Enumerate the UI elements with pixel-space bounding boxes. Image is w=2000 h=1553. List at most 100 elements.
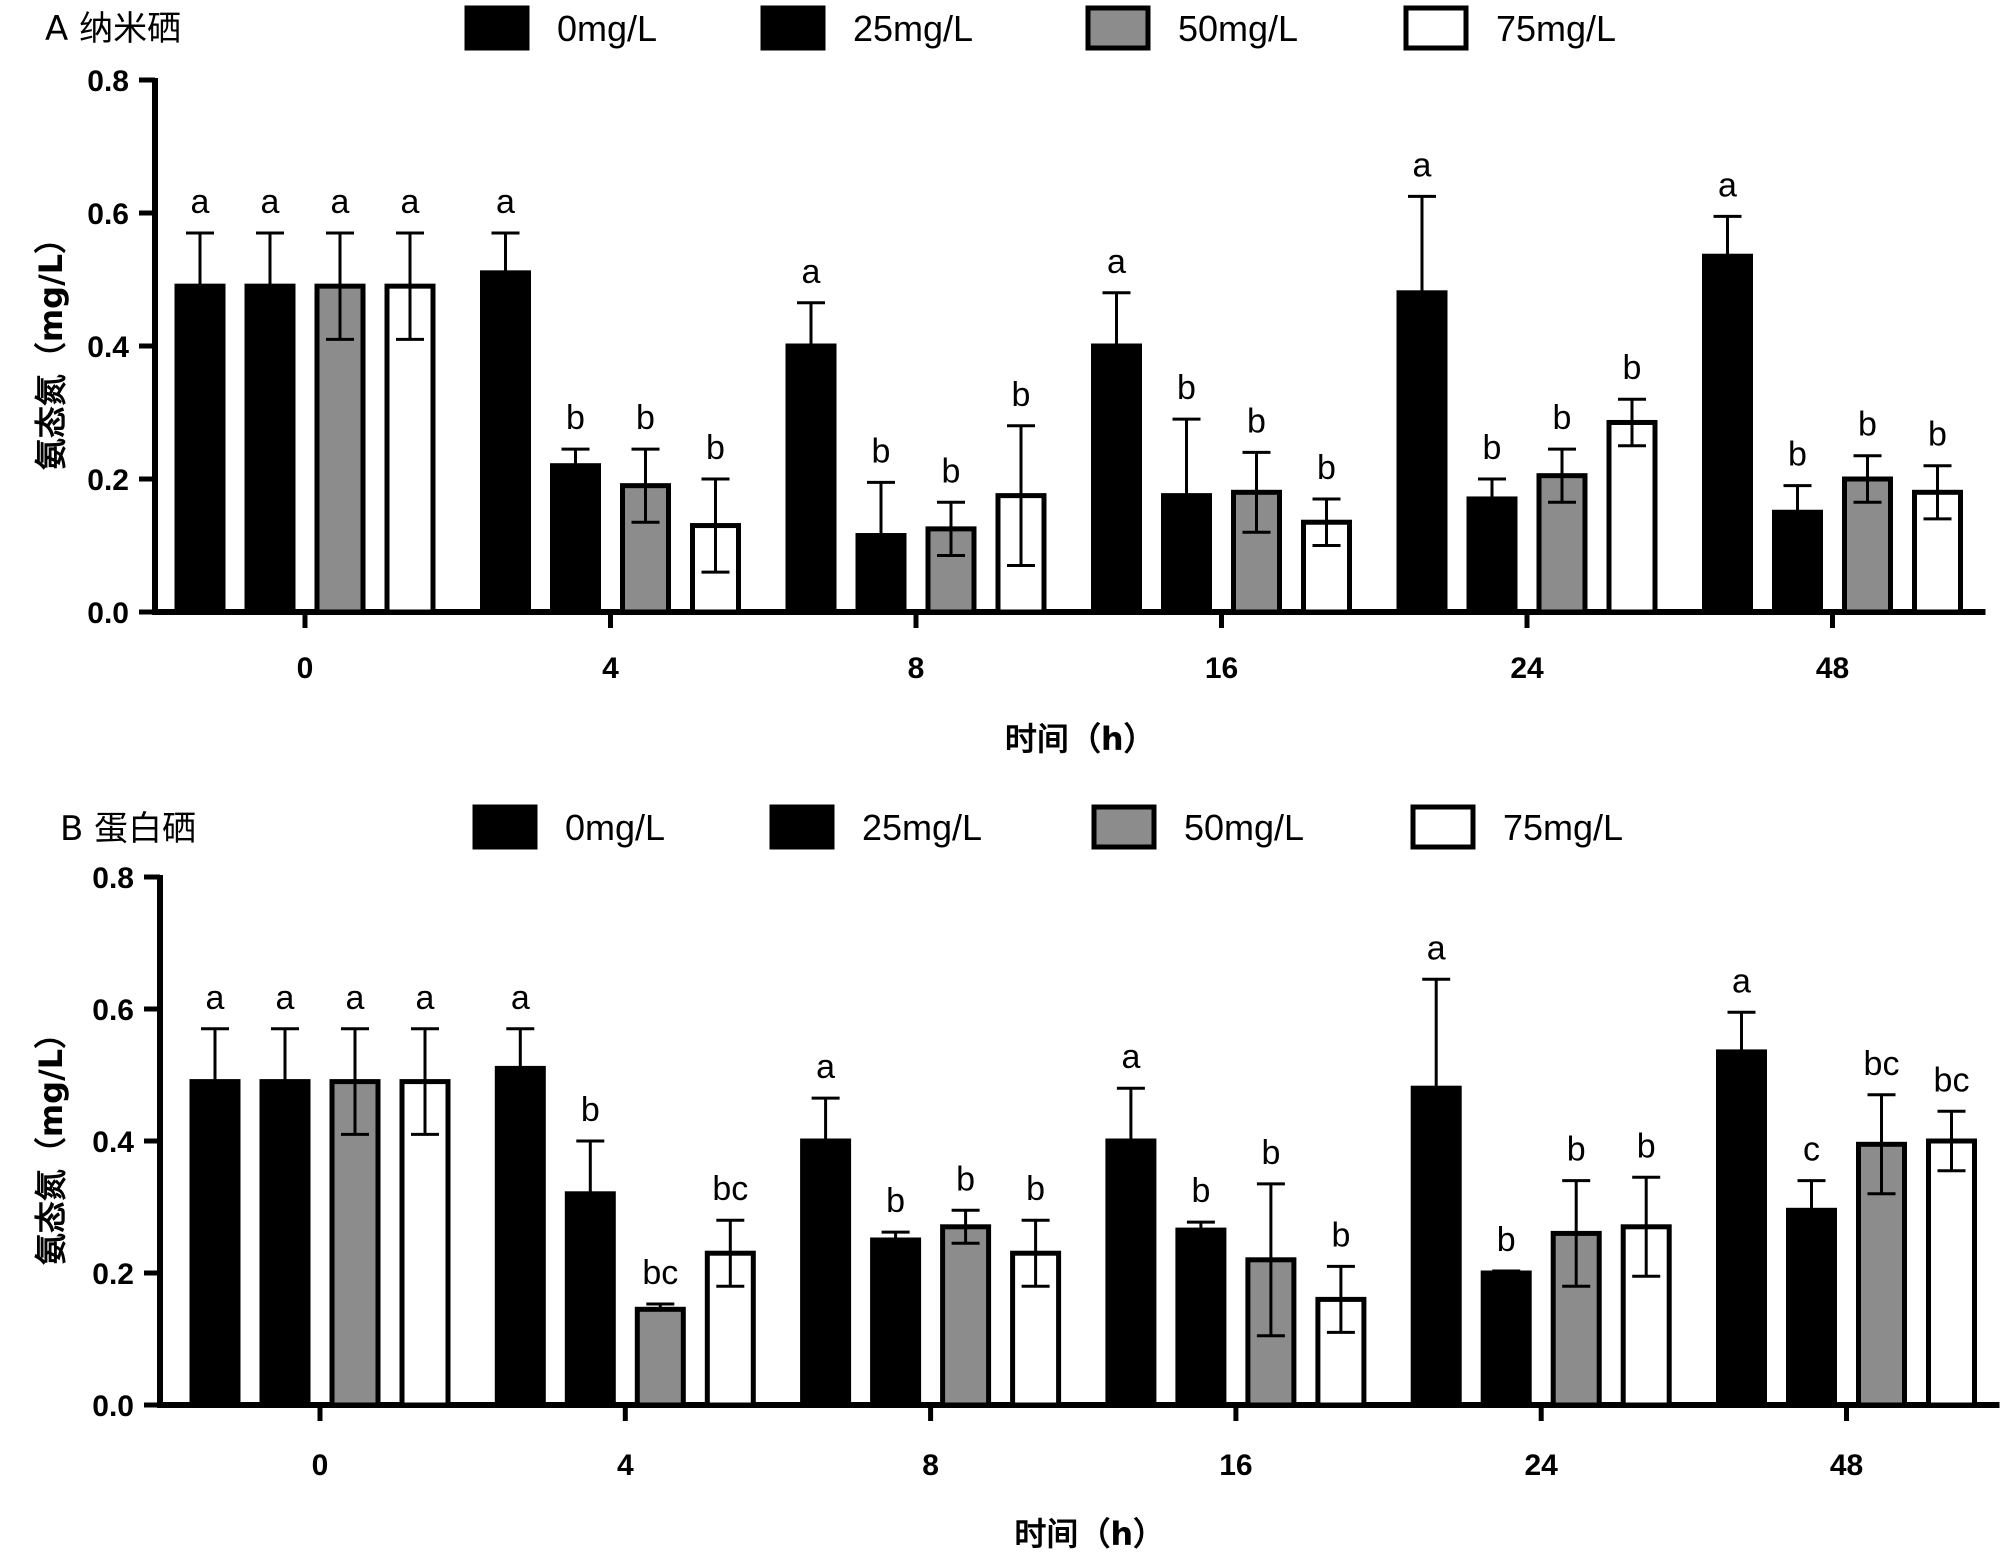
significance-letter: a: [1413, 146, 1432, 184]
significance-letter: a: [401, 183, 420, 221]
x-axis-label: 时间（h）: [1005, 720, 1156, 758]
x-tick-label: 4: [617, 1449, 634, 1482]
bar: [174, 283, 226, 615]
y-axis-label: 氨态氮（mg/L）: [32, 222, 70, 470]
bar: [800, 1138, 852, 1408]
bar: [870, 1237, 922, 1408]
significance-letter: a: [346, 979, 365, 1017]
bar: [1702, 253, 1753, 615]
significance-letter: bc: [1864, 1045, 1900, 1083]
legend-label-0: 0mg/L: [565, 807, 665, 848]
significance-letter: a: [206, 979, 225, 1017]
significance-letter: b: [1012, 376, 1031, 414]
significance-letter: b: [566, 399, 585, 437]
bar: [1786, 1207, 1837, 1408]
bar: [1772, 509, 1823, 615]
bar: [1175, 1227, 1227, 1408]
bar: [1105, 1138, 1157, 1408]
x-axis-label: 时间（h）: [1014, 1515, 1165, 1553]
y-tick-label: 0.4: [87, 331, 129, 364]
bar: [1536, 473, 1588, 615]
bar: [785, 343, 837, 615]
y-tick-label: 0.6: [92, 994, 134, 1027]
legend-swatch-3: [1410, 804, 1476, 850]
legend-label-3: 75mg/L: [1496, 8, 1616, 49]
significance-letter: b: [1788, 436, 1807, 474]
significance-letter: a: [1732, 962, 1751, 1000]
chart-panel-b: B 蛋白硒 0mg/L 25mg/L 50mg/L 75mg/L 0.0 0.2 0.4 0.6…: [32, 804, 2000, 1553]
legend-swatch-2: [1085, 5, 1151, 51]
significance-letter: a: [1121, 1038, 1140, 1076]
bar: [1480, 1270, 1532, 1408]
legend-label-2: 50mg/L: [1178, 8, 1298, 49]
bar: [259, 1079, 311, 1408]
legend-swatch-1: [769, 804, 835, 850]
significance-letter: a: [261, 183, 280, 221]
bar: [1716, 1049, 1767, 1408]
significance-letter: a: [496, 183, 515, 221]
significance-letter: bc: [642, 1254, 678, 1292]
significance-letter: a: [511, 979, 530, 1017]
significance-letter: b: [581, 1091, 600, 1129]
significance-letter: b: [872, 432, 891, 470]
legend-label-2: 50mg/L: [1184, 807, 1304, 848]
significance-letter: b: [1497, 1221, 1516, 1259]
significance-letter: b: [942, 452, 961, 490]
y-tick-label: 0.2: [92, 1258, 134, 1291]
significance-letter: b: [1331, 1216, 1350, 1254]
legend-swatch-3: [1403, 5, 1469, 51]
bar: [480, 270, 531, 615]
legend-swatch-2: [1091, 804, 1157, 850]
significance-letter: b: [1858, 406, 1877, 444]
significance-letter: b: [1317, 449, 1336, 487]
y-axis-label: 氨态氮（mg/L）: [32, 1017, 70, 1265]
legend-swatch-0: [472, 804, 538, 850]
x-tick-label: 48: [1816, 652, 1849, 685]
panel-label: B 蛋白硒: [60, 809, 196, 849]
bar: [1466, 496, 1518, 615]
significance-letter: a: [1107, 243, 1126, 281]
significance-letter: b: [1928, 416, 1947, 454]
y-tick-label: 0.2: [87, 464, 129, 497]
bar: [1926, 1138, 1977, 1408]
bar: [189, 1079, 241, 1408]
significance-letter: a: [816, 1048, 835, 1086]
panel-label: A 纳米硒: [45, 9, 181, 49]
significance-letter: b: [1261, 1134, 1280, 1172]
x-tick-label: 8: [908, 652, 925, 685]
bar: [1606, 419, 1658, 615]
legend-label-1: 25mg/L: [862, 807, 982, 848]
bar: [550, 463, 601, 615]
bar: [564, 1191, 616, 1408]
significance-letter: a: [1427, 929, 1446, 967]
bar: [940, 1224, 992, 1408]
significance-letter: b: [1191, 1172, 1210, 1210]
significance-letter: a: [1718, 166, 1737, 204]
y-tick-label: 0.8: [87, 65, 129, 98]
significance-letter: b: [1247, 402, 1266, 440]
significance-letter: b: [1637, 1127, 1656, 1165]
legend-label-0: 0mg/L: [557, 8, 657, 49]
x-tick-label: 24: [1510, 652, 1544, 685]
significance-letter: bc: [1934, 1061, 1970, 1099]
legend-label-3: 75mg/L: [1503, 807, 1623, 848]
significance-letter: a: [191, 183, 210, 221]
significance-letter: b: [1623, 349, 1642, 387]
bar: [1410, 1085, 1462, 1408]
significance-letter: b: [956, 1160, 975, 1198]
significance-letter: a: [331, 183, 350, 221]
bar: [244, 283, 296, 615]
significance-letter: b: [1553, 399, 1572, 437]
bar: [1396, 290, 1448, 615]
significance-letter: a: [276, 979, 295, 1017]
significance-letter: a: [416, 979, 435, 1017]
x-tick-label: 24: [1525, 1449, 1559, 1482]
chart-panel-a: A 纳米硒 0mg/L 25mg/L 50mg/L 75mg/L 0.0 0.2 0.4 0.6…: [32, 5, 1986, 758]
bar: [494, 1065, 546, 1408]
x-tick-label: 0: [312, 1449, 329, 1482]
bar: [1091, 343, 1142, 615]
significance-letter: b: [886, 1182, 905, 1220]
significance-letter: b: [1567, 1131, 1586, 1169]
y-tick-label: 0.4: [92, 1126, 134, 1159]
y-tick-label: 0.0: [92, 1390, 134, 1423]
